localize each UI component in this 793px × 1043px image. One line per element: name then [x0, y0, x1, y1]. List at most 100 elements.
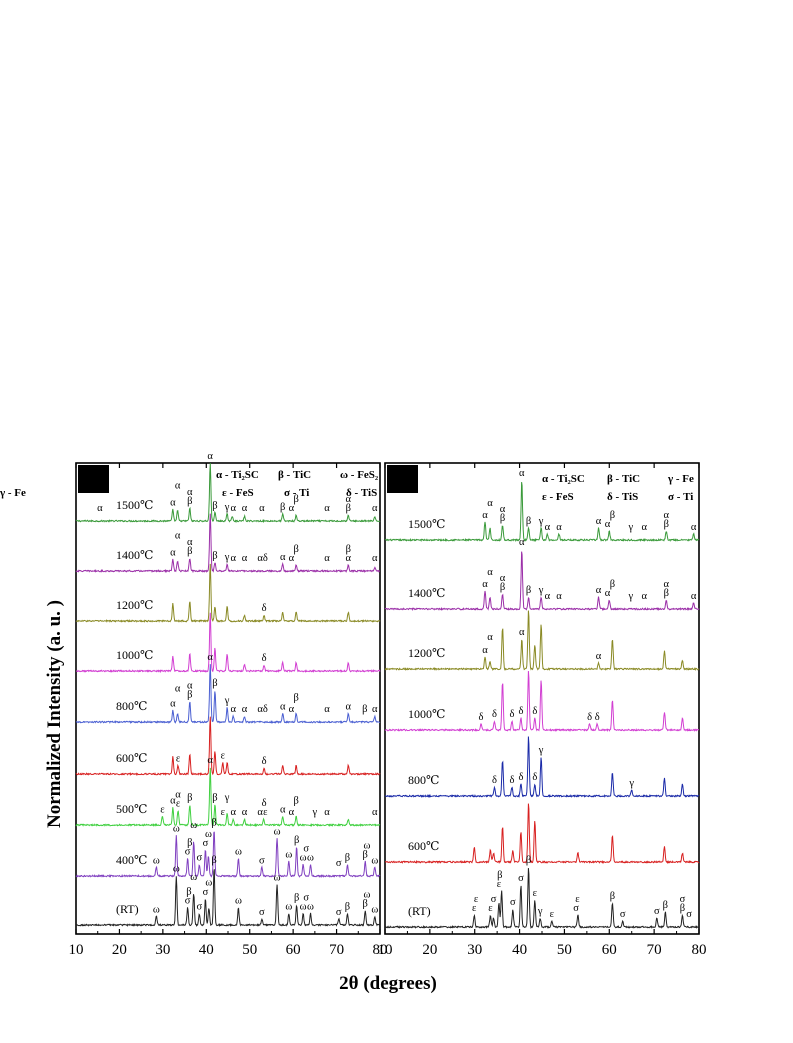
temperature-label: 1200℃: [116, 598, 153, 612]
peak-phase-label: σ: [336, 858, 342, 869]
peak-phase-label: ω: [173, 823, 180, 834]
peak-phase-label: β: [345, 901, 350, 912]
peak-phase-label: α: [545, 522, 551, 533]
peak-phase-label: α: [170, 547, 176, 558]
peak-phase-label: γ: [538, 585, 544, 596]
peak-phase-label: α: [257, 807, 263, 818]
peak-phase-label: ω: [205, 878, 212, 889]
peak-phase-label: σ: [620, 909, 626, 920]
peak-phase-label: α: [519, 468, 525, 479]
peak-phase-label: α: [691, 591, 697, 602]
peak-phase-label: α: [605, 519, 611, 530]
peak-phase-label: α: [663, 510, 669, 521]
peak-phase-label: α: [487, 498, 493, 509]
legend-entry: γ - Fe: [0, 487, 26, 499]
peak-phase-label: β: [187, 496, 192, 507]
peak-phase-label: σ: [259, 907, 265, 918]
peak-phase-label: α: [207, 755, 213, 766]
xrd-pattern-line: [384, 736, 700, 798]
peak-phase-label: α: [280, 804, 286, 815]
peak-phase-label: α: [280, 552, 286, 563]
peak-phase-label: α: [207, 652, 213, 663]
peak-phase-label: α: [346, 494, 352, 505]
left-xrd-panel: 10 20 30 40 50 60 70 80 α - Ti₂SC β - TiC ω - FeS₂…: [0, 451, 388, 958]
peak-phase-label: α: [242, 503, 248, 514]
peak-phase-label: α: [230, 704, 236, 715]
peak-phase-label: σ: [203, 887, 209, 898]
peak-phase-label: ε: [176, 753, 181, 764]
peak-phase-label: α: [170, 796, 176, 807]
x-tick-label: 60: [286, 942, 301, 958]
x-tick-label: 70: [329, 942, 344, 958]
xrd-pattern-line: [385, 803, 700, 864]
peak-phase-label: ω: [300, 901, 307, 912]
peak-phase-label: α: [175, 683, 181, 694]
peak-phase-label: δ: [492, 775, 497, 786]
peak-phase-label: α: [596, 585, 602, 596]
peak-phase-label: ε: [221, 750, 226, 761]
peak-phase-label: σ: [197, 901, 203, 912]
peak-phase-label: ε: [533, 888, 538, 899]
peak-phase-label: σ: [259, 855, 265, 866]
peak-phase-label: δ: [262, 653, 267, 664]
peak-phase-label: α: [289, 807, 295, 818]
peak-phase-label: β: [664, 588, 669, 599]
peak-phase-label: β: [345, 852, 350, 863]
peak-phase-label: α: [487, 567, 493, 578]
peak-phase-label: γ: [224, 696, 230, 707]
x-tick-label: 50: [557, 942, 572, 958]
peak-phase-label: α: [556, 591, 562, 602]
peak-phase-label: α: [372, 704, 378, 715]
peak-phase-label: β: [346, 544, 351, 555]
peak-phase-label: ω: [364, 841, 371, 852]
legend-entry: γ - Fe: [667, 473, 694, 485]
peak-phase-label: α: [242, 704, 248, 715]
peak-phase-label: β: [280, 502, 285, 513]
peak-phase-label: ω: [205, 829, 212, 840]
peak-phase-label: δ: [263, 704, 268, 715]
peak-phase-label: γ: [224, 502, 230, 513]
peak-phase-label: β: [663, 900, 668, 911]
x-tick-label: 80: [692, 942, 707, 958]
legend-entry: β - TiC: [607, 473, 640, 485]
peak-phase-label: β: [610, 579, 615, 590]
peak-phase-label: α: [242, 807, 248, 818]
peak-phase-label: σ: [491, 894, 497, 905]
peak-phase-label: β: [187, 793, 192, 804]
temperature-label: 1500℃: [116, 498, 153, 512]
peak-phase-label: ω: [235, 896, 242, 907]
peak-phase-label: σ: [185, 896, 191, 907]
peak-phase-label: γ: [627, 591, 633, 602]
peak-phase-label: β: [294, 795, 299, 806]
peak-phase-label: δ: [595, 712, 600, 723]
peak-phase-label: α: [175, 481, 181, 492]
peak-phase-label: β: [680, 903, 685, 914]
temperature-label: 1400℃: [116, 548, 153, 562]
peak-phase-label: α: [187, 487, 193, 498]
x-tick-label: 40: [512, 942, 527, 958]
peak-phase-label: γ: [627, 522, 633, 533]
x-tick-label: 20: [112, 942, 127, 958]
peak-phase-label: β: [346, 503, 351, 514]
peak-phase-label: γ: [537, 906, 543, 917]
xrd-pattern-line: [75, 463, 381, 524]
xrd-pattern-line: [75, 767, 381, 828]
peak-phase-label: ω: [364, 890, 371, 901]
panel-label-box: [78, 465, 109, 493]
peak-phase-label: ω: [153, 904, 160, 915]
temperature-label: 600℃: [116, 751, 147, 765]
temperature-label: 1000℃: [116, 648, 153, 662]
x-tick-label: 10: [69, 942, 84, 958]
temperature-label: (RT): [116, 902, 139, 916]
peak-phase-label: ω: [371, 855, 378, 866]
xrd-pattern-line: [384, 868, 700, 929]
peak-phase-label: ω: [300, 852, 307, 863]
xrd-pattern-line: [75, 664, 381, 724]
peak-phase-label: β: [526, 516, 531, 527]
peak-phase-label: ε: [497, 879, 502, 890]
peak-phase-label: δ: [532, 772, 537, 783]
peak-phase-label: α: [230, 807, 236, 818]
peak-phase-label: σ: [203, 838, 209, 849]
peak-phase-label: σ: [185, 847, 191, 858]
